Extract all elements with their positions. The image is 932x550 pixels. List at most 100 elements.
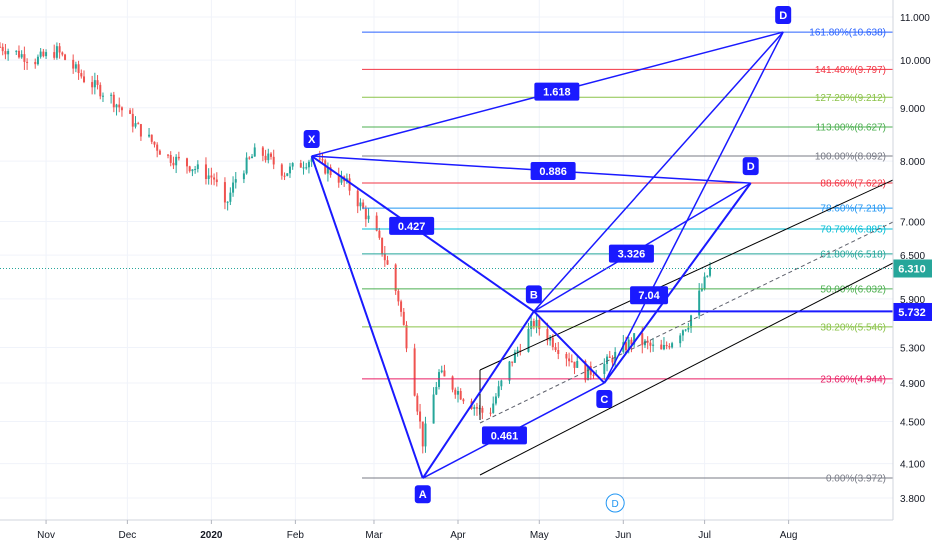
- candle-body: [497, 386, 500, 397]
- candle-body: [608, 356, 611, 358]
- candle-body: [603, 364, 606, 375]
- current-price-value: 6.310: [898, 264, 926, 276]
- candle-body: [223, 182, 226, 203]
- candle-body: [340, 176, 343, 183]
- candle-body: [53, 52, 56, 58]
- candle-body: [177, 156, 180, 159]
- candle-body: [213, 177, 216, 180]
- price-tick-label: 4.900: [900, 379, 925, 390]
- candle-body: [194, 169, 197, 171]
- candle-body: [419, 411, 422, 422]
- candle-body: [641, 333, 644, 346]
- candle-body: [83, 76, 86, 83]
- candle-body: [492, 403, 495, 413]
- candle-body: [226, 201, 229, 203]
- fib-level-label: 161.80%(10.638): [809, 28, 886, 39]
- candle-body: [576, 360, 579, 368]
- candle-body: [232, 182, 235, 193]
- candle-body: [286, 173, 289, 176]
- candle-body: [400, 301, 403, 312]
- candle-body: [137, 123, 140, 125]
- candle-body: [359, 202, 362, 207]
- candle-body: [55, 46, 58, 58]
- candle-body: [438, 372, 441, 387]
- candle-body: [348, 178, 351, 191]
- point-box: [742, 157, 759, 176]
- candle-body: [535, 319, 538, 327]
- candle-body: [700, 288, 703, 291]
- candle-body: [435, 386, 438, 395]
- candle-body: [72, 59, 75, 69]
- time-tick-label: Jul: [698, 530, 711, 541]
- fib-level-label: 38.20%(5.546): [820, 322, 886, 333]
- candle-body: [362, 202, 365, 209]
- candle-body: [251, 156, 254, 159]
- candle-body: [557, 349, 560, 354]
- candle-body: [324, 160, 327, 174]
- fib-level-label: 141.40%(9.797): [815, 65, 886, 76]
- price-tick-label: 5.900: [900, 295, 925, 306]
- grid: [0, 0, 893, 520]
- candle-body: [652, 344, 655, 346]
- price-tick-label: 8.000: [900, 157, 925, 168]
- time-tick-label: 2020: [200, 530, 223, 541]
- candle-body: [207, 175, 210, 179]
- time-axis[interactable]: Nov Dec 2020 Feb Mar Apr May Jun Jul Aug: [37, 520, 798, 541]
- candle-body: [421, 421, 424, 447]
- candle-body: [118, 104, 121, 108]
- ratio-label: 7.04: [638, 290, 660, 302]
- candle-body: [489, 412, 492, 414]
- ratio-box: [530, 161, 576, 180]
- point-box: [414, 485, 431, 504]
- point-label: A: [419, 489, 427, 501]
- candle-body: [592, 374, 595, 376]
- candle-body: [573, 361, 576, 368]
- candle-body: [4, 51, 7, 55]
- candle-body: [129, 110, 132, 114]
- channel-lower-line: [479, 262, 894, 476]
- candle-body: [554, 347, 557, 350]
- candle-body: [386, 260, 389, 265]
- ratio-box: [481, 426, 527, 445]
- candles: [0, 42, 712, 454]
- fib-level-label: 0.00%(3.972): [826, 473, 886, 484]
- candle-body: [413, 348, 416, 396]
- current-price-badge: [893, 259, 932, 278]
- candle-body: [34, 61, 37, 65]
- candle-body: [684, 329, 687, 331]
- time-tick-label: Jun: [615, 530, 631, 541]
- candle-body: [185, 158, 188, 167]
- candle-body: [549, 337, 552, 341]
- candle-body: [456, 391, 459, 395]
- candle-body: [96, 80, 99, 85]
- candle-body: [356, 190, 359, 207]
- candle-body: [156, 144, 159, 151]
- time-tick-label: Apr: [450, 530, 466, 541]
- candle-body: [15, 50, 18, 52]
- fib-level-label: 70.70%(6.885): [820, 225, 886, 236]
- fib-level-label: 127.20%(9.212): [815, 93, 886, 104]
- point-box: [303, 130, 320, 149]
- candle-body: [139, 124, 142, 137]
- candle-body: [508, 361, 511, 381]
- candle-body: [318, 158, 321, 160]
- candle-body: [690, 315, 693, 328]
- candle-body: [397, 290, 400, 302]
- event-marker-icon[interactable]: [605, 493, 625, 513]
- harmonic-pattern: 1.618 0.886 7.04 0.427 3.326 0.461 X A B C D D: [303, 6, 894, 504]
- leg-cd-ext: [603, 31, 784, 384]
- candle-body: [611, 357, 614, 363]
- candle-body: [101, 95, 104, 97]
- candle-body: [687, 327, 690, 330]
- candle-body: [698, 290, 701, 316]
- candle-body: [131, 113, 134, 127]
- candle-body: [39, 51, 42, 57]
- ratio-label: 0.461: [491, 430, 519, 442]
- candle-body: [494, 396, 497, 404]
- price-axis[interactable]: 11.000 10.000 9.000 8.000 7.000 6.500 5.900 5.3…: [900, 13, 931, 505]
- point-label: D: [747, 161, 755, 173]
- candle-body: [454, 389, 457, 395]
- price-tick-label: 11.000: [900, 13, 930, 24]
- overlay: 6.310 5.732 D: [0, 259, 932, 513]
